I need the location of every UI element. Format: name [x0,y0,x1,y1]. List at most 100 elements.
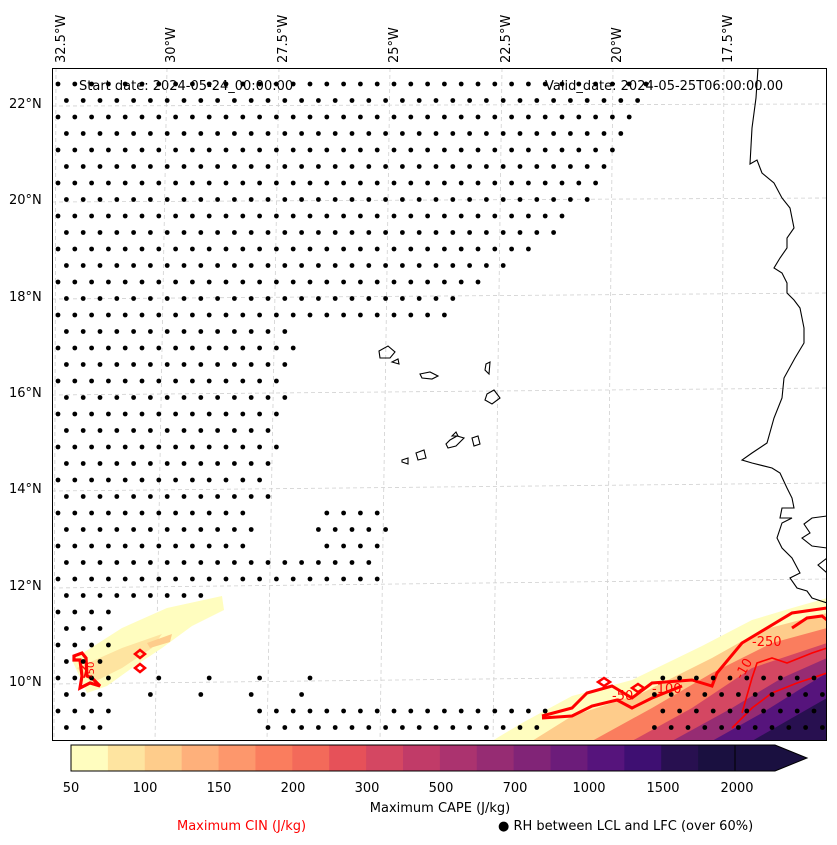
rh-dot [156,345,162,351]
rh-dot [173,444,178,450]
rh-dot [72,708,78,714]
rh-dot [106,576,111,582]
rh-dot [576,81,582,87]
rh-dot [282,197,288,202]
rh-dot [131,329,136,334]
rh-dot [206,279,212,285]
rh-dot [114,527,120,532]
rh-dot [593,147,598,153]
rh-dot [282,296,288,301]
rh-dot [509,708,514,714]
rh-dot [164,164,170,169]
rh-dot [358,543,363,549]
colorbar-box [107,745,146,771]
rh-dot [206,411,212,417]
rh-dot [274,411,279,417]
rh-dot [114,395,120,400]
rh-dot [64,263,69,268]
rh-dot [97,296,103,301]
rh-dot [72,642,78,648]
rh-dot [190,147,195,153]
rh-dot [215,362,221,367]
rh-dot [274,444,279,450]
rh-dot [215,428,221,433]
rh-dot [131,428,136,433]
rh-dot [492,147,498,153]
rh-dot [568,98,573,103]
rh-dot [156,279,162,285]
rh-dot [559,147,565,153]
rh-dot [391,312,397,318]
rh-dot [391,81,397,87]
rh-dot [307,81,313,87]
rh-dot [156,180,162,186]
rh-dot [374,81,380,87]
rh-dot [173,114,178,120]
rh-dot [131,296,136,301]
rh-dot [232,461,237,466]
rh-dot [349,164,355,169]
rh-dot [265,428,271,433]
rh-dot [358,147,363,153]
rh-dot [89,81,94,87]
rh-dot [332,725,338,730]
colorbar-box [292,745,330,771]
rh-dot [265,494,271,499]
lon-label-32.5w: 32.5°W [54,14,69,63]
rh-dot [106,114,111,120]
rh-dot [374,213,380,219]
rh-dot [484,164,489,169]
rh-dot [97,659,103,664]
rh-dot [593,81,598,87]
rh-dot [156,576,162,582]
rh-dot [274,180,279,186]
rh-dot [282,329,288,334]
rh-dot [198,428,204,433]
rh-dot [215,494,221,499]
rh-dot [89,312,94,318]
cb-tick-700: 700 [502,781,528,796]
rh-dot [156,147,162,153]
colorbar-box [71,745,109,771]
rh-dot [274,312,279,318]
rh-dot [349,296,355,301]
rh-dot [526,147,531,153]
rh-dot [450,725,456,730]
rh-dot [744,708,750,714]
rh-dot [324,543,330,549]
rh-dot [122,114,128,120]
rh-dot [148,263,153,268]
rh-dot [332,164,338,169]
colorbar-box [255,745,293,771]
rh-dot [72,609,78,615]
rh-dot [173,543,178,549]
rh-dot [248,131,254,136]
rh-dot [500,263,506,268]
rh-dot [223,81,229,87]
rh-dot [425,708,430,714]
rh-dot [240,279,246,285]
rh-dot [156,411,162,417]
rh-dot [265,362,271,367]
rh-dot [106,312,111,318]
rh-dot [257,147,262,153]
rh-dot [164,329,170,334]
rh-dot [769,725,775,730]
rh-dot [156,477,162,483]
rh-dot [492,114,498,120]
rh-dot [156,675,162,681]
rh-dot [534,98,540,103]
rh-dot [223,345,229,351]
rh-dot [274,576,279,582]
rh-dot [736,692,741,697]
rh-dot [391,213,397,219]
rh-dot [299,131,304,136]
rh-dot [509,114,514,120]
rh-dot [55,477,61,483]
rh-dot [576,147,582,153]
rh-dot [64,395,69,400]
lat-label-20n: 20°N [9,193,42,208]
rh-dot [341,312,346,318]
rh-dot [223,213,229,219]
lat-label-16n: 16°N [9,386,42,401]
